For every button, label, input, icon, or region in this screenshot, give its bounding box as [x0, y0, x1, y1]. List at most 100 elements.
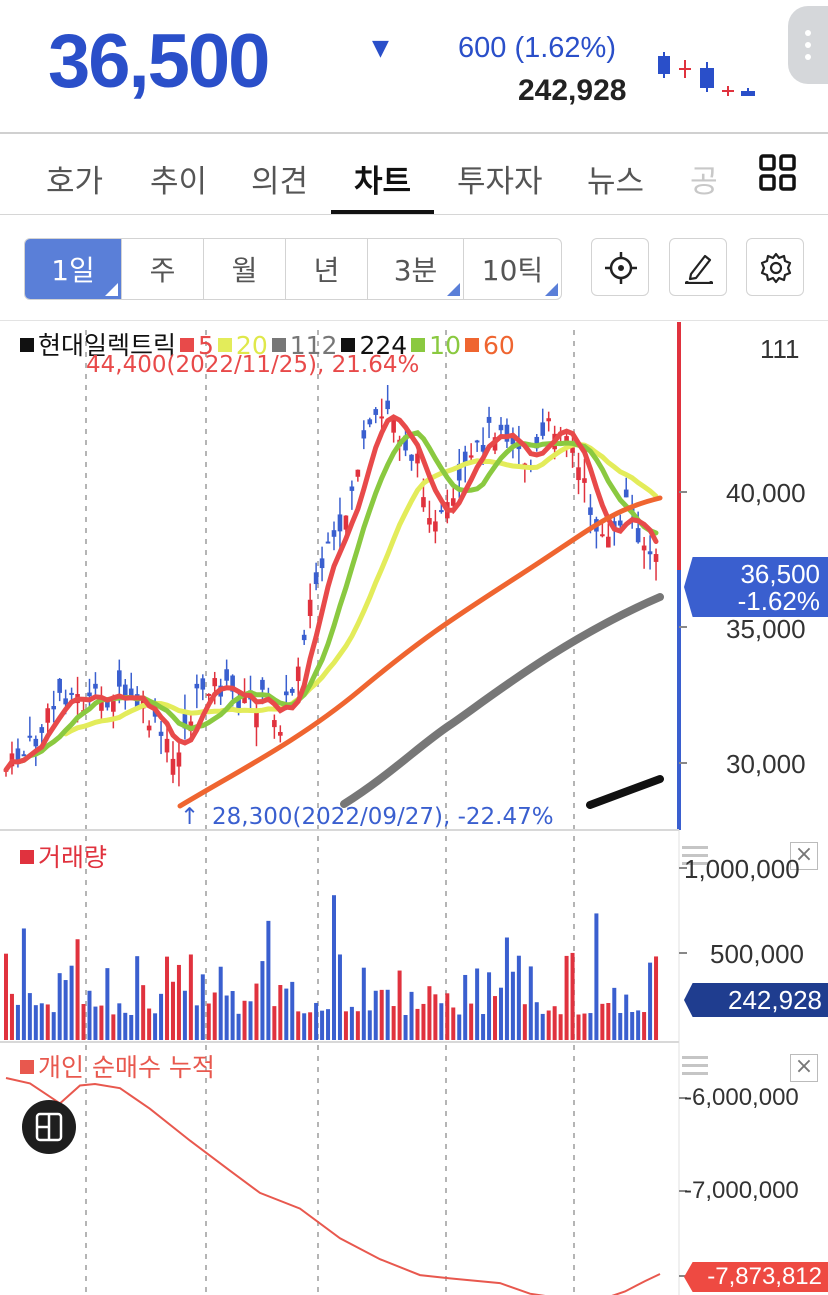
volume-bar [248, 1001, 253, 1040]
volume-bar [540, 1013, 545, 1040]
candle-body [242, 695, 247, 704]
dropdown-corner-icon [545, 283, 558, 296]
investor-title: 개인 순매수 누적 [38, 1053, 215, 1082]
volume-bar [57, 973, 62, 1040]
candle-body [653, 554, 659, 562]
candle-body [623, 489, 629, 498]
volume-bar [504, 937, 509, 1040]
volume-bar [284, 988, 289, 1040]
candle-body [260, 679, 265, 690]
candle-body [272, 720, 277, 728]
candle-body [307, 599, 313, 616]
candle-body [39, 727, 45, 733]
volume-bar [648, 962, 653, 1040]
candle-body [122, 684, 128, 700]
volume-bar [343, 1011, 348, 1040]
volume-bar [552, 1006, 557, 1040]
period-year-button[interactable]: 년 [286, 239, 368, 299]
crosshair-button[interactable] [591, 238, 649, 296]
volume-bar [528, 966, 533, 1040]
volume-bar [69, 965, 74, 1040]
tabs-divider [0, 214, 828, 215]
volume-bar [367, 1010, 372, 1040]
volume-bar [21, 928, 26, 1040]
volume-bar [493, 996, 498, 1040]
candle-body [647, 551, 653, 555]
tab-trend[interactable]: 추이 [150, 164, 208, 200]
candle-body [427, 518, 432, 525]
volume-bar [349, 1006, 354, 1040]
volume-bar [290, 981, 295, 1040]
volume-title: 거래량 [38, 843, 108, 872]
volume-bars [4, 895, 659, 1040]
volume-bar [654, 956, 659, 1040]
volume-bar [123, 1012, 128, 1040]
period-selector: 1일 주 월 년 3분 10틱 [24, 238, 562, 300]
volume-bar [481, 1014, 486, 1040]
volume-bar [612, 987, 617, 1040]
volume-bar [75, 939, 80, 1040]
candle-body [289, 688, 295, 693]
candle-body [391, 420, 396, 433]
investor-panel-close-icon[interactable]: × [790, 1054, 818, 1082]
volume-bar [373, 990, 378, 1040]
volume-bar [272, 1006, 277, 1040]
grid-menu-icon[interactable] [759, 154, 797, 192]
tab-chart[interactable]: 차트 [354, 164, 412, 200]
candle-body [576, 467, 581, 481]
pencil-icon [685, 254, 713, 284]
volume-bar [457, 1014, 462, 1040]
high-annotation: 44,400(2022/11/25), 21.64% [86, 352, 420, 378]
period-minute-button[interactable]: 3분 [368, 239, 464, 299]
legend-ma10: 10 [429, 331, 461, 360]
period-month-button[interactable]: 월 [204, 239, 286, 299]
y-tick-30000: 30,000 [726, 749, 806, 779]
volume-bar [165, 956, 170, 1040]
volume-bar [99, 1005, 104, 1040]
candle-body [158, 731, 164, 736]
volume-bar [630, 1012, 635, 1040]
settings-button[interactable] [746, 238, 804, 296]
investor-current-tag: -7,873,812 [684, 1262, 828, 1292]
period-day-button[interactable]: 1일 [25, 239, 122, 299]
period-week-button[interactable]: 주 [122, 239, 204, 299]
period-tick-button[interactable]: 10틱 [464, 239, 561, 299]
volume-bar [445, 993, 450, 1040]
volume-panel-menu-icon[interactable] [682, 846, 708, 870]
volume-bar [200, 974, 205, 1040]
candle-body [617, 520, 623, 526]
volume-bar [105, 968, 110, 1040]
tab-hoga[interactable]: 호가 [46, 164, 104, 200]
candle-body [635, 528, 641, 543]
candle-body [51, 706, 57, 710]
investor-line [5, 1077, 661, 1295]
volume-bar [546, 1010, 551, 1040]
tab-investor[interactable]: 투자자 [457, 164, 543, 200]
draw-button[interactable] [669, 238, 727, 296]
candle-body [606, 536, 611, 548]
more-menu-button[interactable] [788, 6, 828, 84]
legend-swatch [341, 338, 356, 352]
tab-opinion[interactable]: 의견 [251, 164, 309, 200]
volume-bar [194, 1005, 199, 1040]
y-tick-40000: 40,000 [726, 478, 806, 508]
price-top-value: 111 [760, 334, 800, 364]
tab-disclosure[interactable]: 공 [690, 164, 716, 200]
legend-ma20: 20 [235, 331, 268, 360]
layout-toggle-button[interactable] [22, 1100, 76, 1154]
volume-bar [510, 971, 515, 1040]
legend-swatch [20, 850, 34, 864]
volume-bar [421, 1003, 426, 1040]
volume-bar [642, 1012, 647, 1040]
candle-body [27, 735, 33, 738]
volume-bar [260, 961, 265, 1040]
candle-body [343, 515, 349, 530]
tab-news[interactable]: 뉴스 [587, 164, 645, 200]
volume-panel-close-icon[interactable]: × [790, 842, 818, 870]
investor-legend: 개인 순매수 누적 [20, 1048, 215, 1084]
volume-bar [516, 955, 521, 1040]
investor-panel-menu-icon[interactable] [682, 1056, 708, 1080]
candle-body [641, 545, 647, 551]
stock-chart[interactable] [0, 322, 828, 1295]
investor-tick-7000000: -7,000,000 [684, 1177, 799, 1204]
